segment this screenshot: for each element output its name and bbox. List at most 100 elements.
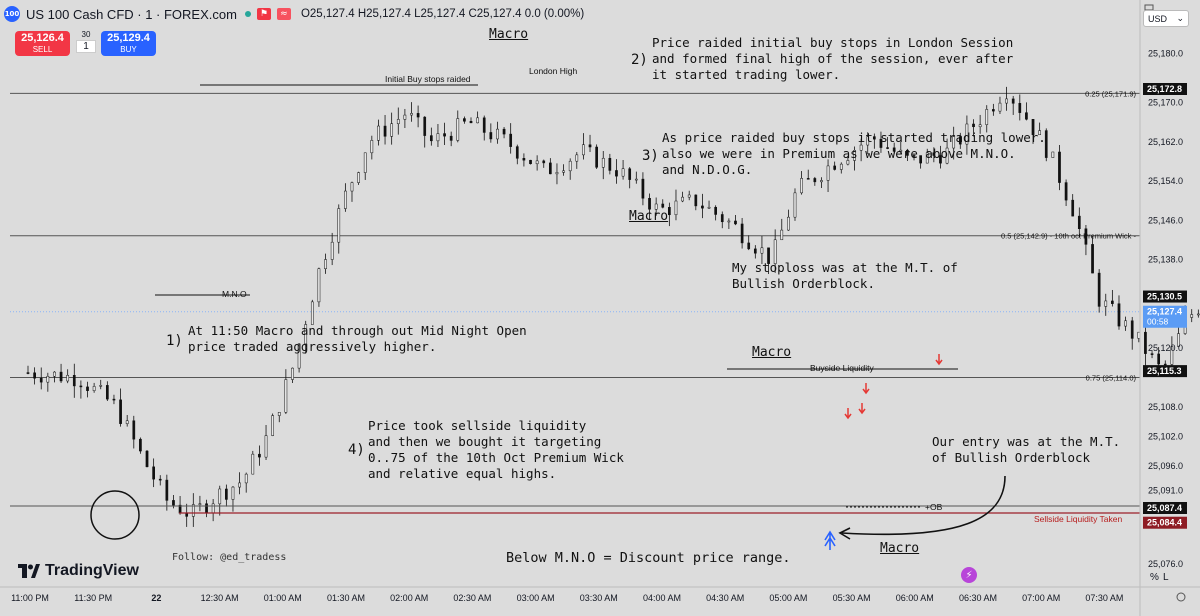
candle-body [568,160,572,172]
candle-body [820,180,823,183]
candle-body [998,102,1002,112]
tradingview-logo[interactable]: TradingView [18,562,139,580]
candle-body [423,116,427,136]
candle-body [555,172,559,175]
candle-body [1031,119,1035,135]
buy-button[interactable]: 25,129.4 BUY [101,31,156,56]
candle-body [912,155,916,157]
candle-body [231,486,235,500]
candle-body [892,147,896,152]
candle-body [125,420,129,424]
candle-body [925,152,929,164]
candle-body [251,453,255,475]
candle-body [476,117,479,124]
discount-note: Below M.N.O = Discount price range. [506,550,791,566]
candle-body [429,135,433,142]
chart-lines: 0.25 (25,171.9) 0.5 (25,142.9) · 10th oct… [10,89,1140,382]
macro-label-2: Macro [629,209,669,224]
price-tick-label: 25,076.0 [1148,559,1183,569]
time-tick-label: 07:30 AM [1085,593,1123,603]
time-tick-label: 11:00 PM [11,593,49,603]
london-high-label: London High [529,66,578,76]
candle-body [1025,112,1028,120]
candle-body [886,147,889,149]
time-axis: 11:00 PM 11:30 PM 22 12:30 AM 01:00 AM 01:30 … [0,586,1200,603]
candle-body [1124,320,1127,327]
note-4: Price took sellside liquidity and then w… [368,418,624,481]
candle-body [377,125,380,141]
currency-select[interactable]: USD ⌄ [1143,10,1189,27]
candle-body [661,203,665,208]
candle-body [436,133,440,142]
price-label: 25,087.4 [1147,503,1182,513]
approx-icon[interactable]: ≈ [276,8,291,20]
price-tick-label: 25,102.0 [1148,431,1183,441]
candle-body [1144,331,1147,354]
candle-body [172,500,175,506]
note-1: At 11:50 Macro and through out Mid Night… [188,323,527,354]
candle-body [992,109,995,112]
flag-icon[interactable]: ⚑ [256,8,271,20]
candle-body [238,482,241,488]
price-axis: 25,180.0 25,170.0 25,162.0 25,154.0 25,146.0… [1139,0,1187,616]
price-label-bg [1143,290,1187,303]
candle-body [674,200,678,216]
price-label: 25,130.5 [1147,292,1182,302]
candle-body [958,136,962,145]
time-tick-label: 04:30 AM [706,593,744,603]
candle-body [185,512,189,517]
candle-body [793,192,797,218]
sell-arrow-icon [935,354,943,366]
note-2: Price raided initial buy stops in London… [652,35,1014,82]
candle-body [707,206,711,209]
candle-body [1170,346,1174,365]
candle-body [337,208,341,243]
candle-body [310,301,314,325]
log-toggle-icon: % [1150,572,1159,583]
mno-label: M.N.O [222,289,247,299]
candle-body [297,343,301,369]
sell-price: 25,126.4 [21,32,64,44]
sell-label: SELL [32,45,53,54]
note-3: As price raided buy stops it started tra… [662,130,1046,177]
time-tick-label: 02:30 AM [453,593,491,603]
candle-body [582,144,585,156]
sell-button[interactable]: 25,126.4 SELL [15,31,70,56]
candle-body [952,136,956,149]
fib-label: 0.25 (25,171.9) [1085,89,1136,98]
candle-body [1150,353,1154,355]
time-tick-label: 03:30 AM [580,593,618,603]
candle-body [86,386,89,391]
candle-body [747,242,751,250]
candle-body [469,121,473,124]
candle-body [152,466,155,480]
lightning-icon[interactable]: ⚡ [961,567,977,583]
candle-body [615,170,618,177]
candle-body [489,132,493,140]
note-1-number: 1) [166,333,183,349]
candle-body [720,214,724,223]
candle-body [39,378,43,383]
candle-body [258,453,261,458]
candle-body [601,157,605,168]
time-tick-label: 07:00 AM [1022,593,1060,603]
note-3-number: 3) [642,148,659,164]
candle-body [1196,313,1200,316]
price-label-timer: 00:58 [1147,317,1169,327]
candle-body [542,160,546,164]
candle-body [112,398,116,401]
candle-body [46,376,50,383]
candle-body [813,178,817,183]
candle-body [846,160,850,165]
candle-body [79,385,83,388]
time-tick-label: 22 [151,593,161,603]
sell-arrow-icon [862,383,870,395]
candle-body [53,371,56,377]
macro-label-1: Macro [489,27,529,42]
candle-body [317,268,321,303]
symbol-title[interactable]: US 100 Cash CFD · 1 · FOREX.com [26,6,237,22]
macro-label-3: Macro [752,345,792,360]
price-tick-label: 25,170.0 [1148,98,1183,108]
candle-body [906,149,909,156]
